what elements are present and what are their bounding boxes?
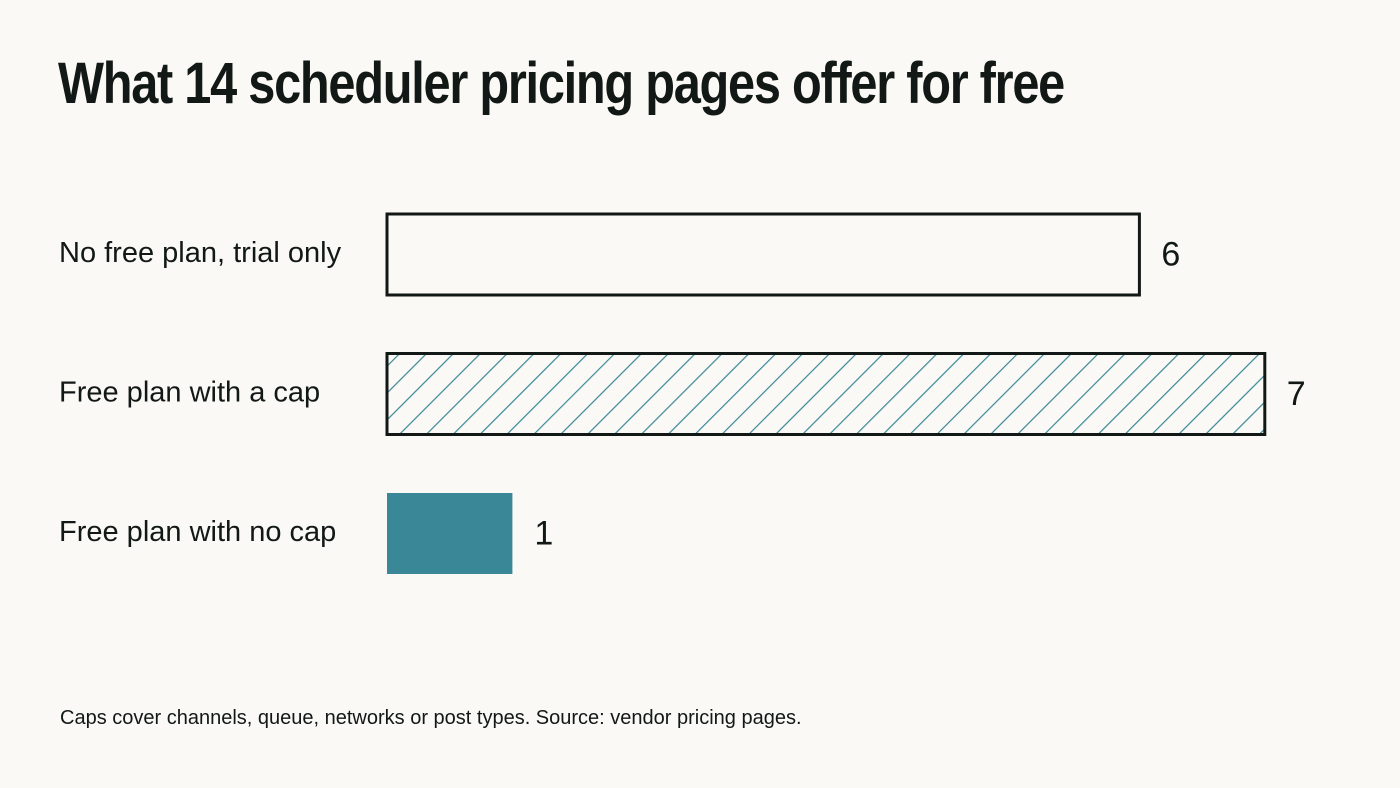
bar-free-plan-with-no-cap [387, 493, 513, 574]
value-label-free-plan-with-a-cap: 7 [1287, 375, 1306, 413]
chart-title: What 14 scheduler pricing pages offer fo… [58, 51, 1065, 116]
category-label-free-plan-with-no-cap: Free plan with no cap [59, 516, 336, 548]
bars-group: No free plan, trial only 6 Free plan with … [59, 212, 1306, 574]
category-label-no-free-plan-trial-only: No free plan, trial only [59, 237, 342, 269]
value-label-no-free-plan-trial-only: 6 [1161, 235, 1180, 273]
category-label-free-plan-with-a-cap: Free plan with a cap [59, 377, 320, 409]
footnote: Caps cover channels, queue, networks or … [60, 707, 802, 729]
bar-no-free-plan-trial-only [385, 212, 1141, 297]
bar-free-plan-with-a-cap [385, 352, 1267, 436]
value-label-free-plan-with-no-cap: 1 [534, 514, 553, 552]
